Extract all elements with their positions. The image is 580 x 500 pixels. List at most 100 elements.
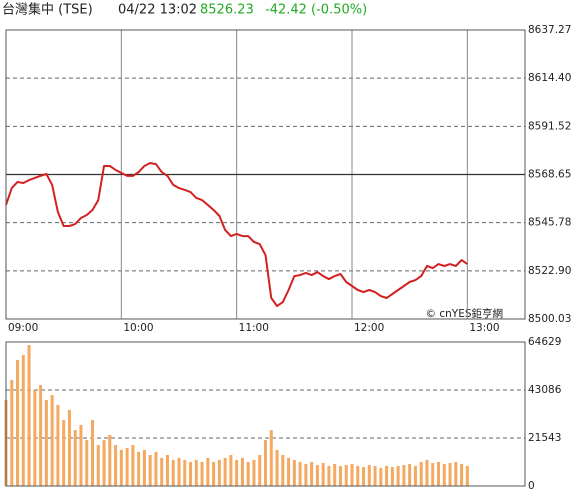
panel-border [5, 29, 526, 320]
volume-bar [154, 451, 158, 486]
volume-bar [223, 457, 227, 486]
x-tick-label: 10:00 [123, 322, 153, 334]
volume-bar [356, 465, 360, 486]
volume-bar [194, 459, 198, 486]
volume-bar [408, 463, 412, 486]
volume-bar [402, 465, 406, 486]
volume-bar [91, 420, 94, 486]
index-title: 台灣集中 (TSE) [2, 2, 93, 18]
volume-bar [304, 463, 308, 486]
volume-bar [137, 451, 141, 486]
volume-bar [442, 463, 446, 486]
volume-bar [310, 461, 314, 486]
volume-bar [235, 459, 239, 486]
volume-bar [338, 465, 342, 486]
volume-bar [333, 463, 337, 486]
y-tick-label: 21543 [528, 432, 561, 444]
volume-bar [142, 449, 146, 486]
quote-time: 04/22 13:02 [118, 3, 197, 18]
volume-bar [131, 445, 135, 486]
volume-bar [171, 459, 175, 486]
volume-bar [350, 463, 354, 486]
volume-bar [56, 404, 60, 486]
volume-bar [281, 455, 285, 486]
volume-bar [125, 447, 129, 486]
volume-bar [240, 457, 244, 486]
volume-bar [27, 344, 31, 486]
volume-bar [33, 389, 37, 486]
volume-bar [119, 449, 123, 486]
volume-bar [379, 467, 383, 486]
volume-bar [246, 461, 250, 486]
volume-bar [114, 445, 118, 486]
volume-bar [344, 465, 348, 486]
volume-bar [425, 459, 429, 486]
volume-bar [321, 463, 325, 486]
y-tick-label: 64629 [528, 336, 561, 348]
volume-bar [292, 459, 296, 486]
volume-bar [67, 410, 71, 486]
x-tick-label: 12:00 [354, 322, 384, 334]
x-tick-label: 09:00 [8, 322, 38, 334]
y-tick-label: 8500.03 [528, 313, 571, 325]
volume-bar [413, 465, 417, 486]
volume-bar [327, 465, 331, 486]
volume-bar [108, 434, 112, 486]
volume-bar [252, 459, 256, 486]
volume-bar [206, 457, 210, 486]
y-tick-label: 8591.52 [528, 120, 571, 132]
price-line [5, 162, 468, 308]
volume-bar [373, 465, 377, 486]
volume-bar [177, 457, 181, 486]
volume-bar [102, 440, 106, 486]
volume-bar [189, 461, 193, 486]
x-tick-label: 11:00 [239, 322, 269, 334]
volume-bar [212, 461, 216, 486]
volume-bar [264, 440, 267, 486]
y-tick-label: 0 [528, 480, 535, 492]
volume-bar [39, 385, 43, 486]
volume-bar [465, 465, 469, 486]
y-tick-label: 43086 [528, 384, 562, 396]
volume-bar [298, 461, 302, 486]
volume-bar [258, 455, 262, 486]
volume-bar [367, 465, 371, 486]
volume-bar [217, 459, 221, 486]
volume-bar [160, 457, 164, 486]
volume-bar [275, 449, 279, 486]
volume-bar [73, 430, 77, 486]
volume-bar [200, 461, 204, 486]
quote-price: 8526.23 [200, 3, 254, 18]
panel-border [5, 341, 526, 487]
volume-bar [315, 465, 319, 486]
volume-bar [16, 360, 20, 486]
quote-change: -42.42 (-0.50%) [265, 3, 367, 18]
y-tick-label: 8568.65 [528, 169, 571, 181]
y-tick-label: 8545.78 [528, 217, 571, 229]
volume-bar [269, 430, 273, 486]
volume-bar [385, 465, 389, 486]
y-tick-label: 8522.90 [528, 265, 571, 277]
volume-bar [44, 399, 48, 486]
volume-bar [79, 424, 83, 486]
y-tick-label: 8614.40 [528, 72, 571, 84]
volume-bar [229, 455, 233, 486]
volume-bar [85, 440, 89, 486]
watermark: © cnYES鉅亨網 [426, 307, 503, 320]
volume-bar [448, 463, 452, 486]
volume-bar [287, 457, 291, 486]
volume-bar [21, 354, 25, 486]
volume-bar [390, 467, 394, 486]
volume-bar [396, 465, 400, 486]
volume-bar [419, 461, 423, 486]
volume-bar [148, 455, 152, 486]
volume-bar [437, 461, 440, 486]
volume-bar [165, 455, 169, 486]
volume-bar [431, 463, 435, 486]
volume-bar [454, 461, 458, 486]
y-tick-label: 8637.27 [528, 24, 571, 36]
volume-bar [10, 379, 14, 486]
volume-bar [460, 463, 464, 486]
